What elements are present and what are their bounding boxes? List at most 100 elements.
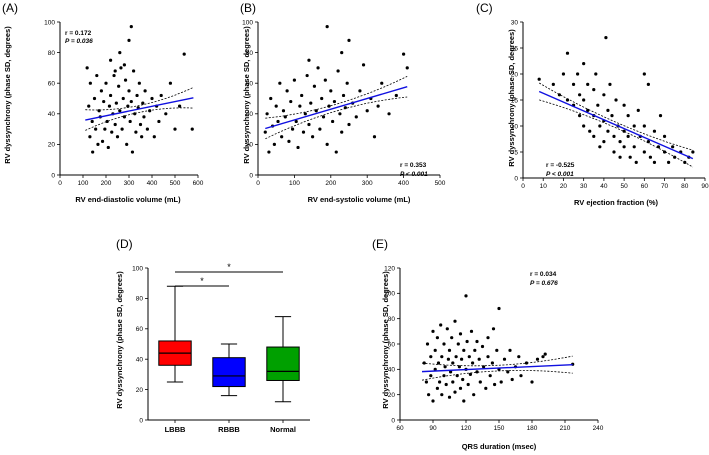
panel-c-point-21 — [596, 103, 600, 107]
panel-c-point-58 — [658, 114, 663, 118]
panel-e-point-40 — [462, 399, 466, 403]
panel-e-point-7 — [431, 399, 435, 403]
panel-a-point-30 — [120, 127, 124, 131]
panel-b-point-18 — [296, 145, 300, 150]
panel-e-stat-r: r = 0.034 — [530, 271, 557, 278]
panel-b-point-42 — [340, 130, 344, 134]
panel-d-ytick-label-1: 20 — [136, 387, 144, 394]
panel-a-point-43 — [135, 93, 139, 98]
panel-b-point-57 — [394, 93, 398, 98]
panel-b-point-15 — [290, 127, 295, 131]
panel-e-point-36 — [458, 332, 463, 336]
panel-a-point-67 — [118, 51, 122, 55]
panel-a-point-63 — [190, 127, 194, 131]
panel-c-xtick-label-3: 30 — [580, 183, 588, 190]
panel-c-xtick-label-6: 60 — [641, 183, 649, 190]
panel-c-xtick-label-9: 90 — [701, 183, 709, 190]
panel-b-point-40 — [336, 69, 340, 73]
panel-c-point-47 — [636, 108, 640, 112]
panel-b-xtick-label-0: 0 — [256, 180, 260, 187]
panel-e-point-11 — [435, 336, 439, 340]
panel-c-point-32 — [612, 134, 616, 138]
panel-a-point-19 — [107, 104, 112, 108]
panel-d: (D) RV dyssynchrony (phase SD, degrees) … — [115, 237, 310, 434]
panel-b-point-26 — [311, 135, 315, 139]
panel-b-point-1 — [265, 112, 269, 116]
panel-c-point-22 — [598, 124, 602, 128]
panel-a-point-17 — [105, 119, 109, 124]
panel-c-point-8 — [576, 72, 580, 76]
panel-a-point-66 — [122, 63, 126, 67]
panel-a-xlabel: RV end-diastolic volume (mL) — [75, 195, 181, 204]
panel-b-xtick-label-3: 300 — [362, 180, 373, 187]
panel-e-point-8 — [433, 367, 437, 371]
panel-b-point-21 — [301, 130, 306, 134]
panel-a-point-59 — [168, 81, 172, 85]
panel-c-ytick-label-3: 15 — [511, 97, 519, 104]
panel-e-stat-p: P = 0.676 — [530, 280, 558, 287]
panel-e-point-17 — [442, 342, 446, 346]
panel-e-xtick-label-5: 210 — [560, 425, 571, 432]
panel-e-point-29 — [453, 319, 457, 323]
panel-c-xtick-label-5: 50 — [620, 183, 628, 190]
panel-a-xtick-label-5: 500 — [170, 180, 181, 187]
panel-b-point-14 — [289, 99, 293, 104]
panel-a-point-65 — [127, 38, 131, 42]
panel-c-point-49 — [642, 124, 646, 128]
panel-b-ci-upper — [265, 76, 408, 119]
panel-c-point-1 — [551, 82, 555, 86]
panel-c-point-28 — [606, 108, 610, 112]
panel-c-point-14 — [586, 82, 590, 86]
panel-c-point-60 — [662, 134, 667, 138]
panel-e-ci-lower — [421, 370, 573, 381]
panel-c-ylabel: RV dyssynchrony (phase SD, degrees) — [507, 29, 516, 167]
panel-c-ci-lower — [539, 99, 694, 168]
panel-b-ytick-label-5: 100 — [242, 19, 253, 26]
panel-a-ytick-label-1: 20 — [48, 142, 56, 149]
panel-a-xtick-label-3: 300 — [124, 180, 135, 187]
panel-b-ytick-label-1: 20 — [246, 142, 254, 149]
panel-e-ytick-label-2: 40 — [388, 367, 396, 374]
panel-a-point-60 — [173, 127, 177, 131]
panel-a-point-3 — [88, 81, 92, 85]
panel-d-ytick-label-3: 60 — [136, 326, 144, 333]
panel-c-point-0 — [537, 77, 541, 81]
panel-e-point-59 — [486, 336, 490, 340]
panel-a-point-57 — [159, 93, 163, 98]
panel-e-ci-upper — [421, 355, 573, 367]
panel-a-ytick-label-4: 80 — [48, 50, 56, 57]
panel-a-point-27 — [117, 84, 121, 88]
panel-e-point-33 — [456, 342, 460, 346]
panel-a-point-15 — [103, 127, 107, 131]
panel-e-point-1 — [424, 380, 428, 384]
panel-c-xtick-label-2: 20 — [560, 183, 568, 190]
panel-b-ytick-label-0: 0 — [249, 172, 253, 179]
panel-a-point-9 — [96, 142, 100, 146]
panel-c-point-40 — [622, 145, 626, 149]
panel-b-point-32 — [321, 115, 326, 119]
panel-c-stat-r: r = -0.525 — [546, 162, 575, 169]
panel-b-point-25 — [309, 101, 313, 105]
panel-e-xtick-label-4: 180 — [527, 425, 538, 432]
panel-a-label: (A) — [2, 1, 18, 15]
panel-e-xtick-label-3: 150 — [494, 425, 505, 432]
panel-e-point-0 — [422, 361, 426, 365]
panel-d-xtick-label-1: RBBB — [218, 425, 240, 434]
panel-e-point-45 — [467, 355, 471, 359]
panel-c-point-62 — [671, 145, 675, 149]
panel-d-xtick-label-0: LBBB — [165, 425, 186, 434]
panel-c-ytick-label-2: 10 — [511, 123, 519, 130]
panel-e-point-14 — [439, 323, 443, 327]
panel-c-point-55 — [652, 129, 657, 133]
panel-a-stat-r: r = 0.172 — [65, 30, 92, 37]
panel-e-point-41 — [464, 294, 468, 298]
panel-d-sig-label-1: * — [227, 262, 231, 272]
panel-c-point-53 — [646, 82, 650, 86]
panel-c-point-6 — [571, 82, 576, 86]
panel-c-xlabel: RV ejection fraction (%) — [574, 198, 659, 207]
panel-a-ylabel: RV dyssynchrony (phase SD, degrees) — [3, 26, 12, 164]
panel-e-point-21 — [445, 327, 449, 331]
panel-e-point-44 — [466, 382, 470, 387]
panel-a-point-4 — [90, 119, 94, 124]
panel-a-point-18 — [106, 145, 110, 150]
